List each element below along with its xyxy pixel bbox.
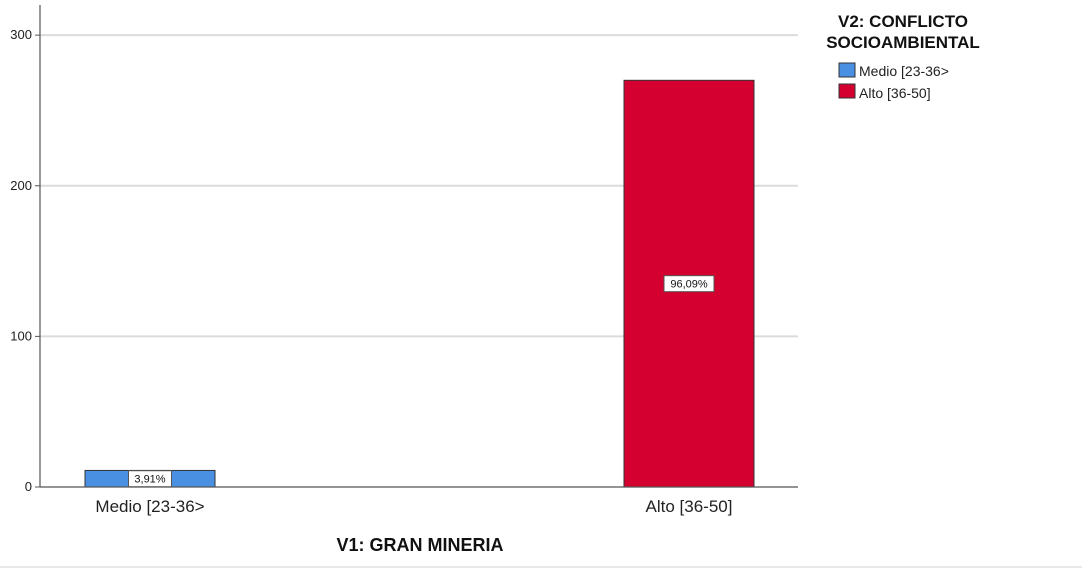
legend-title-line-1: V2: CONFLICTO	[838, 12, 968, 31]
data-label: 3,91%	[134, 474, 165, 486]
x-axis-title: V1: GRAN MINERIA	[336, 535, 503, 555]
data-labels-layer: 3,91% 96,09%	[128, 275, 715, 488]
legend-swatch-alto	[838, 83, 856, 99]
x-category-label: Alto [36-50]	[646, 497, 733, 516]
x-category-label: Medio [23-36>	[95, 497, 204, 516]
legend-swatch-medio	[838, 62, 856, 78]
y-tick-label: 100	[10, 328, 32, 343]
y-tick-label: 300	[10, 27, 32, 42]
data-label-box	[128, 470, 172, 488]
data-label-box	[663, 275, 715, 293]
legend-label-medio: Medio [23-36>	[859, 63, 949, 79]
axis-layer: 0 100 200 300 Medio [23-36> Alto [36-50]	[0, 5, 1082, 568]
legend-title-line-2: SOCIOAMBIENTAL	[826, 33, 980, 52]
bars-layer	[84, 79, 755, 488]
data-label: 96,09%	[670, 279, 708, 291]
legend: V2: CONFLICTO SOCIOAMBIENTAL Medio [23-3…	[826, 12, 980, 101]
y-tick-label: 0	[25, 479, 32, 494]
y-tick-label: 200	[10, 178, 32, 193]
legend-label-alto: Alto [36-50]	[859, 85, 931, 101]
